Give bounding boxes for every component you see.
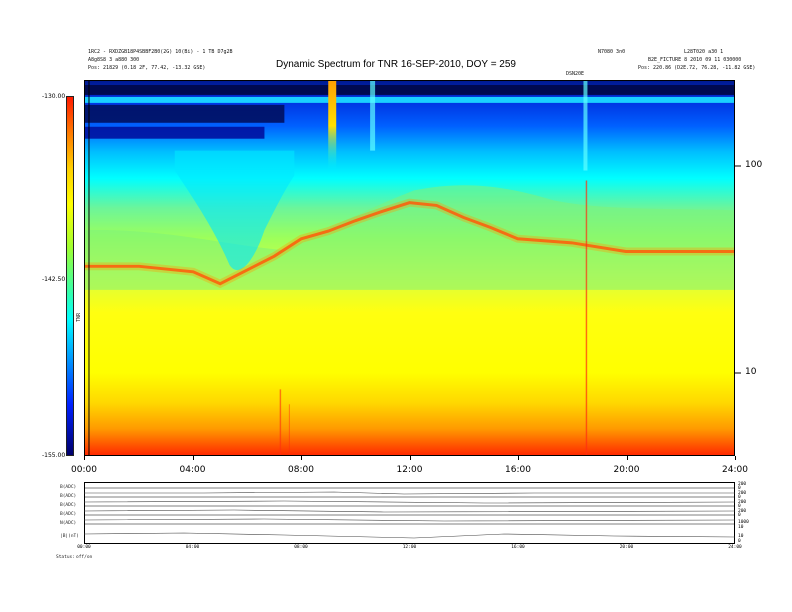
summary-x-axis: 00:00 04:00 08:00 12:00 16:00 20:00 24:00 <box>77 545 742 555</box>
summary-right-tick: 0 <box>738 495 741 500</box>
colorbar <box>66 96 74 456</box>
summary-x-tick-label: 20:00 <box>619 545 634 550</box>
x-tick-label: 04:00 <box>179 465 206 475</box>
summary-right-ticks: 200 0 200 0 200 0 200 0 1000 10 10 0 <box>738 482 778 544</box>
chart-title: Dynamic Spectrum for TNR 16-SEP-2010, DO… <box>275 59 516 70</box>
colorbar-tick-bottom: -155.00 <box>42 452 66 459</box>
header-left-line-3: Pos: 21829 (0.18 2F, 77.42, -13.32 GSE) <box>88 65 206 71</box>
header-marker-top: DSN20E <box>566 71 585 77</box>
cyan-dip <box>174 150 295 271</box>
summary-right-tick: 0 <box>738 504 741 509</box>
summary-trace-3 <box>84 509 735 513</box>
plasma-line <box>85 201 734 286</box>
header-right-line-3: B2E_FICTURE 8 2010 09 11 030000 <box>648 57 742 63</box>
status-value: off/on <box>76 555 93 560</box>
summary-row-label-1: B(ADC) <box>60 485 77 490</box>
summary-x-tick-label: 12:00 <box>402 545 417 550</box>
x-tick-mark <box>735 456 736 460</box>
x-tick-mark <box>301 456 302 460</box>
summary-panel <box>84 482 735 544</box>
summary-x-tick-label: 16:00 <box>511 545 525 550</box>
summary-row-label-5: N(ADC) <box>60 521 77 526</box>
status-label: Status: <box>56 555 75 560</box>
summary-x-tick-label: 08:00 <box>294 545 308 550</box>
summary-x-tick-label: 04:00 <box>185 545 200 550</box>
summary-trace-5 <box>84 532 735 539</box>
colorbar-tick-mid: -142.50 <box>42 276 66 283</box>
summary-right-tick: 10 <box>738 534 744 539</box>
x-tick-label: 20:00 <box>613 465 640 475</box>
x-tick-label: 24:00 <box>722 465 748 475</box>
summary-right-tick: 0 <box>738 486 741 491</box>
summary-x-tick-label: 00:00 <box>77 545 91 550</box>
x-tick-mark <box>84 456 85 460</box>
type-iii-burst-2 <box>370 81 376 151</box>
x-tick-mark <box>192 456 194 460</box>
spectrogram <box>84 80 735 456</box>
summary-right-tick: 1000 <box>738 520 749 525</box>
colorbar-tick-top: -130.00 <box>42 93 66 100</box>
summary-row-label-6: |B|(nT) <box>60 534 79 539</box>
header-left-line-2: A8g8S8 3 a880 300 <box>88 57 140 63</box>
summary-row-label-2: B(ADC) <box>60 494 77 499</box>
top-dark-band <box>85 84 734 95</box>
y-tick-100: 100 <box>745 160 763 170</box>
summary-right-tick: 200 <box>738 509 747 514</box>
summary-trace-1 <box>84 491 735 495</box>
header-left-line-1: 1RC2 - RXDZGB18P4SBBF2B0(2G) 10(Bi) - 1 … <box>88 49 233 55</box>
x-tick-label: 12:00 <box>396 465 423 475</box>
cyan-band-top <box>85 96 734 103</box>
summary-panel-frame <box>84 482 735 544</box>
x-tick-label: 00:00 <box>71 465 97 475</box>
summary-row-label-4: B(ADC) <box>60 512 77 517</box>
x-axis-main: 00:00 04:00 08:00 12:00 16:00 20:00 24:00 <box>71 456 748 480</box>
dark-band-3 <box>85 126 265 139</box>
x-tick-label: 08:00 <box>288 465 314 475</box>
y-tick-10: 10 <box>745 367 757 377</box>
header-right-line-1: N7080 3n0 <box>598 49 626 55</box>
type-iii-burst-1 <box>328 81 337 171</box>
summary-trace-2 <box>84 500 735 504</box>
summary-right-tick: 200 <box>738 491 747 496</box>
x-tick-mark <box>409 456 411 460</box>
x-tick-mark <box>518 456 519 460</box>
x-tick-label: 16:00 <box>505 465 531 475</box>
summary-right-tick: 10 <box>738 525 744 530</box>
x-tick-mark <box>626 456 628 460</box>
header-right-line-2: L28T020 a30 1 <box>684 49 724 55</box>
summary-right-tick: 200 <box>738 500 747 505</box>
summary-trace-4 <box>84 518 735 522</box>
dark-band-2 <box>85 104 285 123</box>
summary-right-tick: 200 <box>738 482 747 487</box>
summary-row-label-3: B(ADC) <box>60 503 77 508</box>
plasma-line-halo <box>85 198 734 289</box>
summary-x-tick-label: 24:00 <box>728 545 742 550</box>
type-iii-burst-3 <box>583 81 588 171</box>
summary-right-tick: 0 <box>738 539 741 544</box>
y-axis-ticks <box>735 165 741 374</box>
header-right-line-4: Pos: 220.86 (D2E.72, 76.28, -11.82 GSE) <box>638 65 756 71</box>
summary-right-tick: 0 <box>738 513 741 518</box>
colorbar-label: TNR <box>76 312 82 322</box>
